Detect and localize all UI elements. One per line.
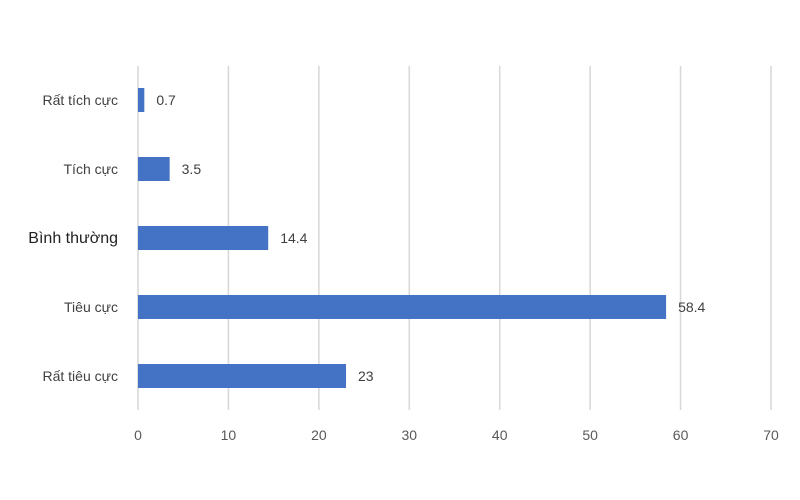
category-label: Rất tích cực (42, 92, 118, 108)
category-label: Bình thường (28, 230, 118, 247)
data-label: 14.4 (280, 230, 307, 246)
grid-layer (137, 66, 772, 410)
bar (138, 295, 667, 319)
label-layer: 0 10 20 30 40 50 60 70 Rất tích cực 0.7 Tích cực 3.… (28, 92, 779, 443)
bar (138, 364, 346, 388)
x-tick-label: 20 (311, 427, 327, 443)
data-label: 58.4 (678, 299, 705, 315)
x-tick-label: 10 (221, 427, 237, 443)
bar (138, 88, 145, 112)
category-label: Tích cực (64, 161, 119, 177)
x-tick-label: 30 (401, 427, 417, 443)
category-label: Tiêu cực (64, 299, 118, 315)
x-tick-label: 60 (673, 427, 689, 443)
data-label: 3.5 (182, 161, 202, 177)
x-tick-label: 50 (582, 427, 598, 443)
bar (138, 226, 269, 250)
category-label: Rất tiêu cực (42, 368, 118, 384)
x-tick-label: 70 (763, 427, 779, 443)
x-tick-label: 0 (134, 427, 142, 443)
bar (138, 157, 170, 181)
data-label: 0.7 (156, 92, 176, 108)
x-tick-label: 40 (492, 427, 508, 443)
data-label: 23 (358, 368, 374, 384)
bar-layer (138, 88, 667, 388)
